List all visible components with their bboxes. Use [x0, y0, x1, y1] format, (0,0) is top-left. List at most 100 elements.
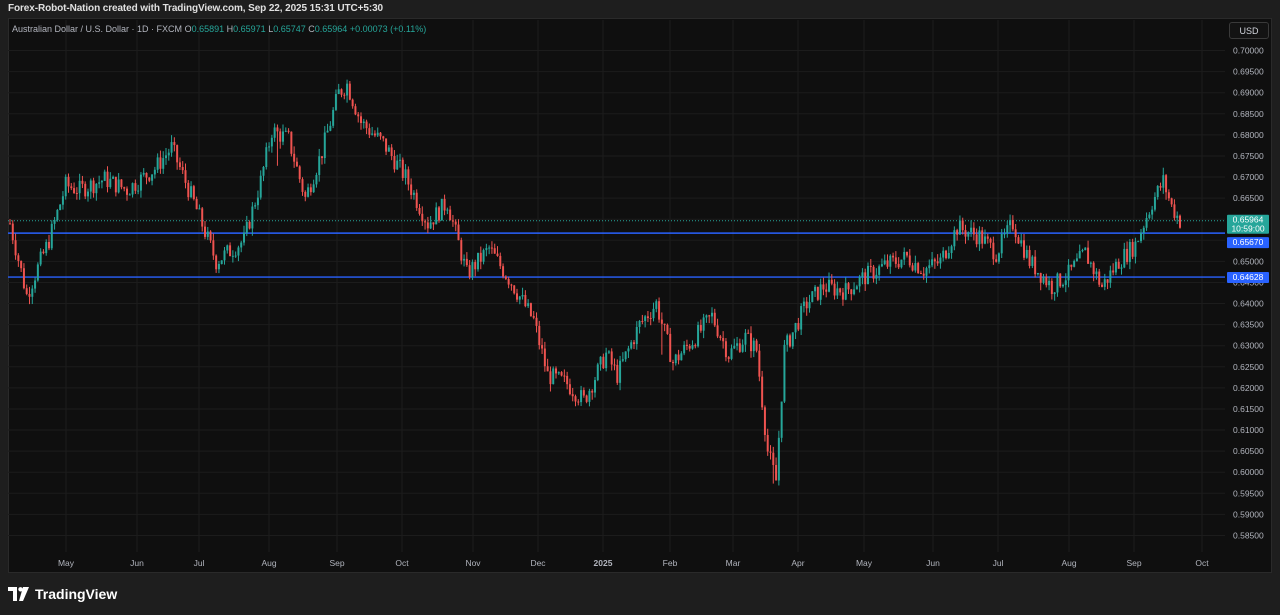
- candle-body: [610, 351, 613, 365]
- candle-body: [794, 323, 797, 333]
- price-tick-label: 0.67000: [1233, 172, 1264, 182]
- candle-body: [251, 206, 254, 229]
- candle-body: [92, 180, 95, 194]
- price-tick-label: 0.62500: [1233, 362, 1264, 372]
- currency-button[interactable]: USD: [1229, 22, 1269, 39]
- time-tick-label: Jun: [130, 558, 144, 568]
- candle-body: [538, 325, 541, 346]
- candle-body: [22, 268, 25, 289]
- attribution-bar: Forex-Robot-Nation created with TradingV…: [0, 0, 1280, 18]
- candle-body: [1039, 272, 1042, 283]
- candle-body: [198, 208, 201, 210]
- candle-body: [819, 284, 822, 300]
- candle-body: [557, 372, 560, 374]
- candle-body: [814, 286, 817, 292]
- candle-body: [1014, 229, 1017, 238]
- chart-panel[interactable]: [8, 18, 1272, 573]
- candle-body: [128, 194, 131, 196]
- candle-body: [950, 246, 953, 254]
- candle-body: [791, 332, 794, 347]
- candle-body: [942, 250, 945, 258]
- candle-body: [446, 209, 449, 211]
- candle-body: [460, 240, 463, 261]
- candle-body: [666, 324, 669, 334]
- candle-body: [477, 252, 479, 270]
- candle-body: [694, 345, 697, 347]
- candle-body: [1084, 247, 1087, 251]
- candle-body: [410, 184, 413, 195]
- candle-body: [293, 153, 296, 162]
- candle-body: [1078, 251, 1081, 259]
- candle-body: [839, 288, 842, 293]
- tradingview-brand[interactable]: TradingView: [8, 585, 117, 603]
- candle-body: [574, 396, 577, 402]
- candle-body: [323, 132, 326, 159]
- candle-body: [981, 230, 984, 244]
- candle-body: [9, 223, 11, 225]
- price-tick-label: 0.69500: [1233, 67, 1264, 77]
- candle-body: [568, 384, 571, 395]
- candle-body: [805, 301, 808, 309]
- candle-body: [680, 353, 683, 361]
- candle-body: [847, 283, 850, 290]
- candle-body: [126, 188, 128, 195]
- candle-body: [566, 375, 569, 385]
- candle-body: [114, 176, 117, 193]
- candle-body: [1128, 241, 1131, 263]
- candle-body: [1000, 233, 1003, 254]
- candle-body: [727, 357, 730, 359]
- ohlc-low: L0.65747: [268, 24, 306, 34]
- candle-body: [1050, 280, 1053, 295]
- candle-body: [354, 106, 357, 115]
- candle-body: [830, 279, 833, 284]
- candle-body: [822, 284, 825, 290]
- candle-body: [435, 207, 438, 225]
- candle-body: [1170, 198, 1173, 205]
- candle-body: [914, 263, 917, 271]
- candle-body: [970, 227, 973, 233]
- price-tick-label: 0.65000: [1233, 256, 1264, 266]
- candle-body: [747, 332, 750, 334]
- candle-body: [59, 204, 62, 210]
- candle-body: [646, 316, 649, 319]
- candle-body: [833, 283, 836, 296]
- candle-body: [312, 184, 315, 193]
- candle-body: [919, 273, 922, 275]
- candle-body: [229, 245, 232, 257]
- candle-body: [777, 437, 780, 481]
- candle-body: [947, 253, 950, 259]
- candle-body: [958, 220, 961, 235]
- candle-body: [825, 289, 828, 292]
- candle-body: [518, 296, 521, 300]
- candle-body: [120, 179, 123, 188]
- price-tick-label: 0.59000: [1233, 509, 1264, 519]
- candle-body: [201, 208, 204, 227]
- candle-body: [571, 394, 574, 397]
- candle-body: [1120, 267, 1123, 269]
- candle-body: [479, 252, 482, 262]
- candle-body: [276, 127, 279, 132]
- candle-body: [588, 390, 591, 402]
- candle-body: [855, 286, 858, 290]
- candle-body: [1025, 249, 1028, 258]
- candle-body: [142, 172, 145, 175]
- candle-body: [407, 169, 410, 185]
- candle-body: [872, 266, 875, 279]
- candle-body: [1101, 284, 1103, 287]
- candle-body: [204, 226, 206, 237]
- time-tick-label: May: [58, 558, 75, 568]
- candle-body: [1036, 272, 1039, 275]
- candle-body: [337, 89, 340, 95]
- candle-body: [134, 183, 137, 191]
- time-tick-label: Jun: [926, 558, 940, 568]
- candle-body: [524, 294, 527, 307]
- last-price-label-text: 0.65964: [1233, 215, 1264, 225]
- candle-body: [309, 187, 312, 193]
- candle-body: [939, 257, 942, 264]
- candle-body: [440, 198, 443, 221]
- candle-body: [867, 265, 869, 285]
- candle-body: [786, 335, 789, 345]
- candle-body: [1053, 292, 1056, 295]
